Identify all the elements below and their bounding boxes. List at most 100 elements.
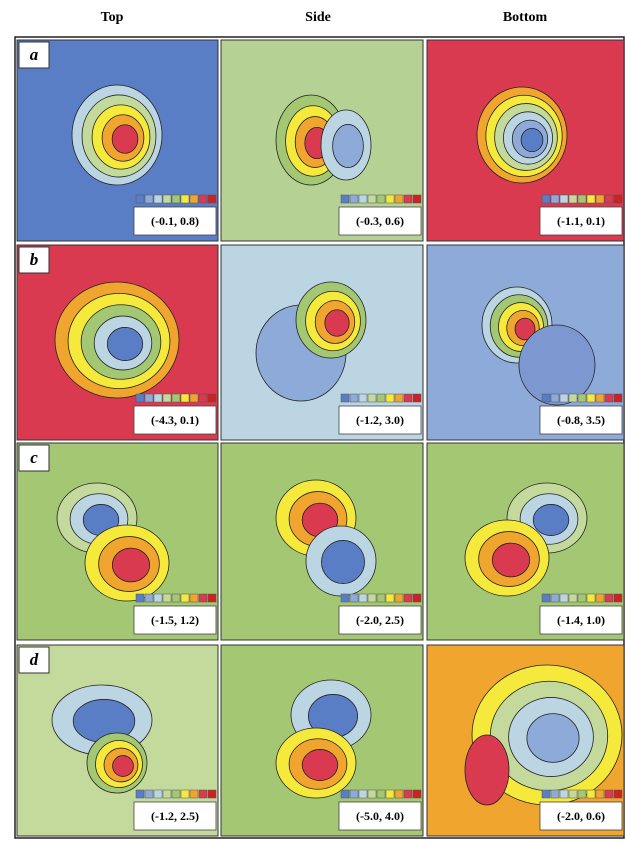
contour (514, 317, 536, 341)
colorbar-cell (207, 393, 217, 403)
colorbar-cell (412, 393, 422, 403)
panel: (-1.2, 2.5) d (16, 644, 219, 837)
contour (518, 324, 596, 406)
colorbar-cell (550, 194, 560, 204)
colorbar-cell (340, 789, 350, 799)
contour (321, 540, 365, 584)
colorbar-cell (541, 393, 551, 403)
colorbar-cell (180, 593, 190, 603)
range-box (133, 801, 217, 831)
colorbar-cell (189, 789, 199, 799)
panel-border (426, 39, 625, 242)
colorbar-cell (189, 593, 199, 603)
colorbar-cell (198, 393, 208, 403)
contour (301, 749, 339, 781)
range-box (338, 605, 422, 635)
colorbar-cell (595, 789, 605, 799)
colorbar-cell (385, 593, 395, 603)
colorbar-cell (376, 789, 386, 799)
colorbar-cell (604, 194, 614, 204)
colorbar-cell (586, 194, 596, 204)
range-label: (-1.4, 1.0) (557, 613, 605, 627)
panel-border (16, 39, 219, 242)
range-box (539, 801, 623, 831)
range-label: (-2.0, 0.6) (557, 809, 605, 823)
colorbar-cell (412, 789, 422, 799)
contour (532, 504, 570, 536)
colorbar-cell (559, 194, 569, 204)
colorbar-cell (604, 393, 614, 403)
contour (491, 542, 531, 578)
range-box (338, 801, 422, 831)
range-label: (-0.1, 0.8) (151, 214, 199, 228)
colorbar-cell (613, 789, 623, 799)
colorbar-cell (153, 593, 163, 603)
colorbar-cell (385, 393, 395, 403)
panel: (-0.3, 0.6) (220, 39, 424, 242)
colorbar-cell (559, 593, 569, 603)
colorbar-cell (403, 194, 413, 204)
colorbar-cell (162, 194, 172, 204)
colorbar-cell (180, 789, 190, 799)
colorbar-cell (403, 789, 413, 799)
panel-border (220, 442, 424, 641)
colorbar-cell (340, 393, 350, 403)
panel: (-2.0, 2.5) (220, 442, 424, 641)
colorbar-cell (367, 393, 377, 403)
colorbar-cell (613, 194, 623, 204)
colorbar-cell (394, 194, 404, 204)
range-label: (-1.1, 0.1) (557, 214, 605, 228)
contour-map (221, 645, 423, 836)
colorbar-cell (349, 393, 359, 403)
range-label: (-1.2, 2.5) (151, 809, 199, 823)
contour-map (17, 245, 218, 440)
colorbar-cell (153, 194, 163, 204)
contour-map (17, 645, 218, 836)
colorbar-cell (198, 194, 208, 204)
colorbar-cell (340, 194, 350, 204)
colorbar-cell (180, 194, 190, 204)
panel: (-1.5, 1.2) c (16, 442, 219, 641)
colorbar-cell (412, 194, 422, 204)
colorbar-cell (144, 194, 154, 204)
colorbar-cell (604, 593, 614, 603)
colorbar-cell (358, 789, 368, 799)
range-box (133, 206, 217, 236)
colorbar-cell (394, 593, 404, 603)
letter-box (18, 41, 50, 69)
contour-map (17, 443, 218, 640)
colorbar-cell (367, 194, 377, 204)
colorbar-cell (550, 593, 560, 603)
colorbar-cell (144, 789, 154, 799)
colorbar-cell (358, 194, 368, 204)
row-letter: d (30, 650, 39, 669)
colorbar-cell (135, 593, 145, 603)
panel-border (16, 644, 219, 837)
range-label: (-1.5, 1.2) (151, 613, 199, 627)
contour-map (427, 645, 624, 836)
contour-map (221, 40, 423, 241)
panel-border (220, 644, 424, 837)
range-box (133, 405, 217, 435)
colorbar-cell (171, 194, 181, 204)
range-label: (-0.3, 0.6) (356, 214, 404, 228)
letter-box (18, 444, 50, 472)
colorbar-cell (412, 593, 422, 603)
colorbar-cell (385, 194, 395, 204)
colorbar-cell (198, 789, 208, 799)
colorbar-cell (162, 593, 172, 603)
range-box (338, 405, 422, 435)
colorbar-cell (153, 393, 163, 403)
contour (526, 713, 580, 763)
colorbar-cell (171, 393, 181, 403)
colorbar-cell (595, 393, 605, 403)
range-box (539, 405, 623, 435)
contour (520, 127, 544, 153)
contour (111, 124, 139, 154)
range-label: (-5.0, 4.0) (356, 809, 404, 823)
colorbar-cell (135, 789, 145, 799)
range-label: (-0.8, 3.5) (557, 413, 605, 427)
contour-map (17, 40, 218, 241)
contour (111, 547, 151, 583)
